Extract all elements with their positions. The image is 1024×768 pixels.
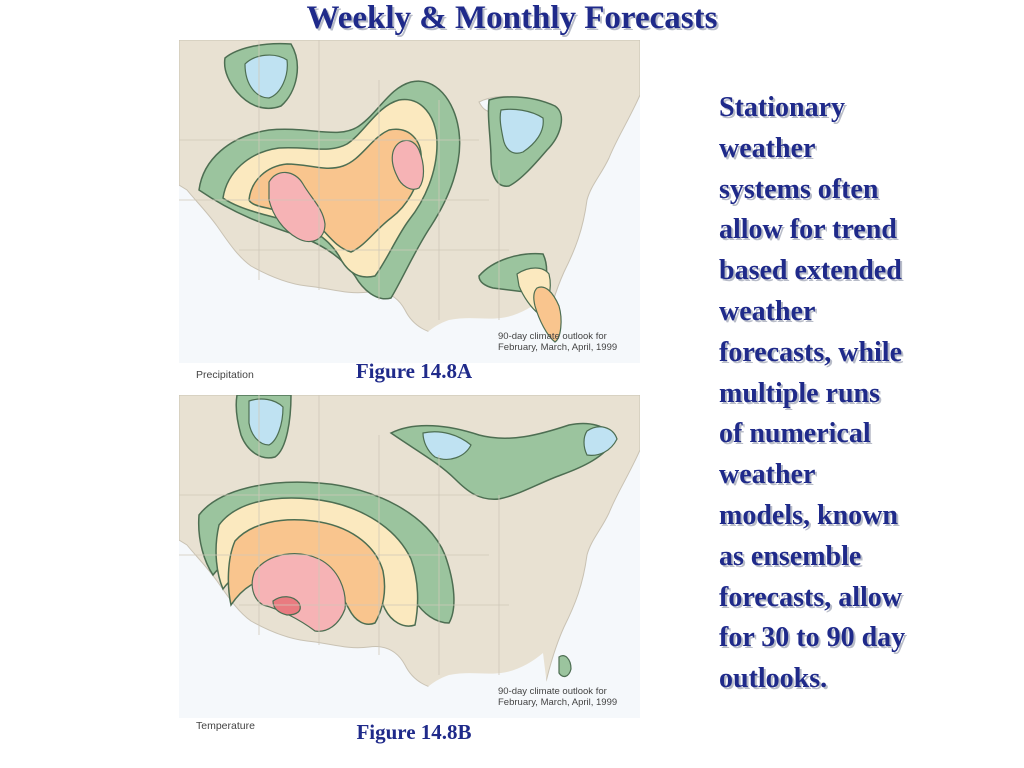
blue-zone-northwest bbox=[244, 54, 288, 99]
blue-zone-new-england bbox=[583, 426, 618, 456]
blue-zone-north-east-lakes bbox=[422, 431, 472, 460]
temperature-map-label: Temperature bbox=[196, 720, 255, 732]
pink-zone-central bbox=[391, 139, 425, 190]
gulf-coast-ocean bbox=[409, 653, 551, 718]
slide-body-text: Stationary weather systems often allow f… bbox=[719, 92, 906, 695]
red-zone-southwest bbox=[272, 596, 301, 616]
figure-label-a: Figure 14.8A bbox=[355, 359, 473, 383]
temperature-map: 90-day climate outlook for February, Mar… bbox=[179, 395, 640, 718]
state-borders bbox=[179, 40, 509, 320]
temperature-map-graphic bbox=[179, 395, 640, 718]
blue-zone-east bbox=[499, 108, 544, 154]
pink-zone-southwest bbox=[268, 171, 326, 243]
gulf-coast-ocean bbox=[409, 298, 551, 363]
precipitation-map: 90-day climate outlook for February, Mar… bbox=[179, 40, 640, 363]
orange-zone-florida bbox=[533, 286, 562, 343]
precipitation-map-caption: 90-day climate outlook for February, Mar… bbox=[498, 331, 617, 353]
green-zone-southeast bbox=[558, 655, 572, 678]
precipitation-map-graphic bbox=[179, 40, 640, 363]
precipitation-map-caption-text: 90-day climate outlook for February, Mar… bbox=[498, 331, 618, 353]
temperature-map-caption-text: 90-day climate outlook for February, Mar… bbox=[498, 686, 618, 708]
blue-zone-northwest bbox=[248, 398, 284, 446]
figure-label-b: Figure 14.8B bbox=[356, 720, 472, 744]
temperature-map-caption: 90-day climate outlook for February, Mar… bbox=[498, 686, 617, 708]
precipitation-map-label: Precipitation bbox=[196, 369, 254, 381]
state-borders bbox=[179, 395, 509, 675]
slide-title: Weekly & Monthly Forecasts bbox=[306, 0, 718, 36]
